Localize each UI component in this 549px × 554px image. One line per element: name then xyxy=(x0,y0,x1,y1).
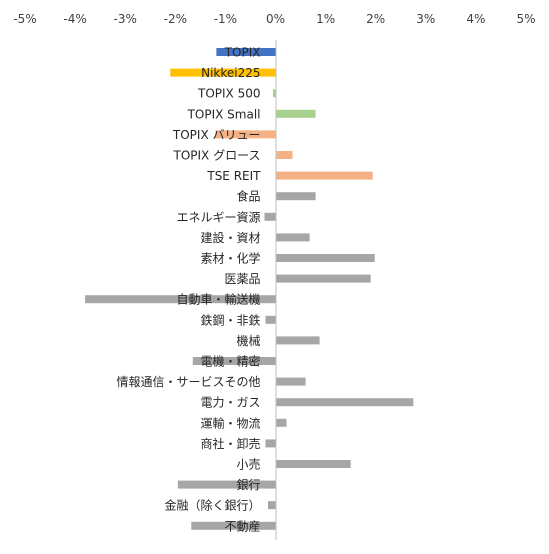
x-tick-label: -1% xyxy=(214,12,237,26)
category-label: 商社・卸売 xyxy=(200,436,260,451)
x-tick-label: 3% xyxy=(416,12,435,26)
x-axis-ticks: -5% -4% -3% -2% -1% 0% 1% 2% 3% 4% 5% xyxy=(13,12,535,26)
bar xyxy=(177,480,276,489)
bar xyxy=(265,439,276,448)
bar xyxy=(264,212,276,221)
category-label: 運輸・物流 xyxy=(200,415,260,430)
x-tick-label: -2% xyxy=(164,12,187,26)
bars xyxy=(85,48,414,530)
x-tick-label: -5% xyxy=(13,12,36,26)
category-label: 金融（除く銀行） xyxy=(164,498,260,513)
category-label: 建設・資材 xyxy=(200,230,260,245)
bar xyxy=(275,398,414,407)
bar xyxy=(275,460,351,468)
bar xyxy=(273,89,276,98)
bar xyxy=(170,68,276,77)
category-label: 情報通信・サービスその他 xyxy=(116,375,260,389)
bar xyxy=(275,336,320,345)
category-label: TSE REIT xyxy=(206,169,261,183)
bar xyxy=(275,377,306,386)
x-tick-label: -3% xyxy=(114,12,137,26)
x-tick-label: 0% xyxy=(266,12,285,26)
category-label: 電機・精密 xyxy=(200,354,260,369)
bar xyxy=(275,233,310,242)
category-label: 医薬品 xyxy=(224,272,260,286)
category-label: 鉄鋼・非鉄 xyxy=(200,312,260,327)
category-label: 食品 xyxy=(236,189,260,204)
category-label: TOPIX グロース xyxy=(173,149,261,163)
bar xyxy=(275,171,373,180)
category-label: 機械 xyxy=(236,333,260,348)
category-label: TOPIX Small xyxy=(187,107,261,121)
category-label: TOPIX xyxy=(224,46,261,60)
category-label: 小売 xyxy=(236,457,260,472)
bar xyxy=(275,109,316,118)
bar xyxy=(275,274,371,283)
x-tick-label: -4% xyxy=(63,12,86,26)
category-label: 銀行 xyxy=(236,478,260,492)
category-label: 自動車・輸送機 xyxy=(176,292,260,307)
category-label: Nikkei225 xyxy=(201,66,260,80)
bar xyxy=(268,501,276,510)
x-tick-label: 2% xyxy=(366,12,385,26)
bar xyxy=(85,295,276,304)
bar xyxy=(216,48,276,56)
x-tick-label: 4% xyxy=(466,12,485,26)
category-labels: TOPIX Nikkei225 TOPIX 500 TOPIX Small TOPIX … xyxy=(116,46,261,534)
bar xyxy=(215,130,276,139)
x-tick-label: 5% xyxy=(516,12,535,26)
category-label: 素材・化学 xyxy=(200,251,260,266)
category-label: 不動産 xyxy=(224,518,260,533)
bar xyxy=(275,192,316,201)
x-tick-label: 1% xyxy=(316,12,335,26)
bar xyxy=(191,521,276,530)
category-label: TOPIX バリュー xyxy=(172,128,261,142)
category-label: TOPIX 500 xyxy=(197,87,261,101)
bar xyxy=(275,254,375,262)
category-label: エネルギー資源 xyxy=(176,210,260,224)
bar xyxy=(275,151,293,159)
bar xyxy=(275,418,287,427)
bar xyxy=(192,357,276,365)
bar xyxy=(265,315,276,324)
category-label: 電力・ガス xyxy=(200,396,260,410)
